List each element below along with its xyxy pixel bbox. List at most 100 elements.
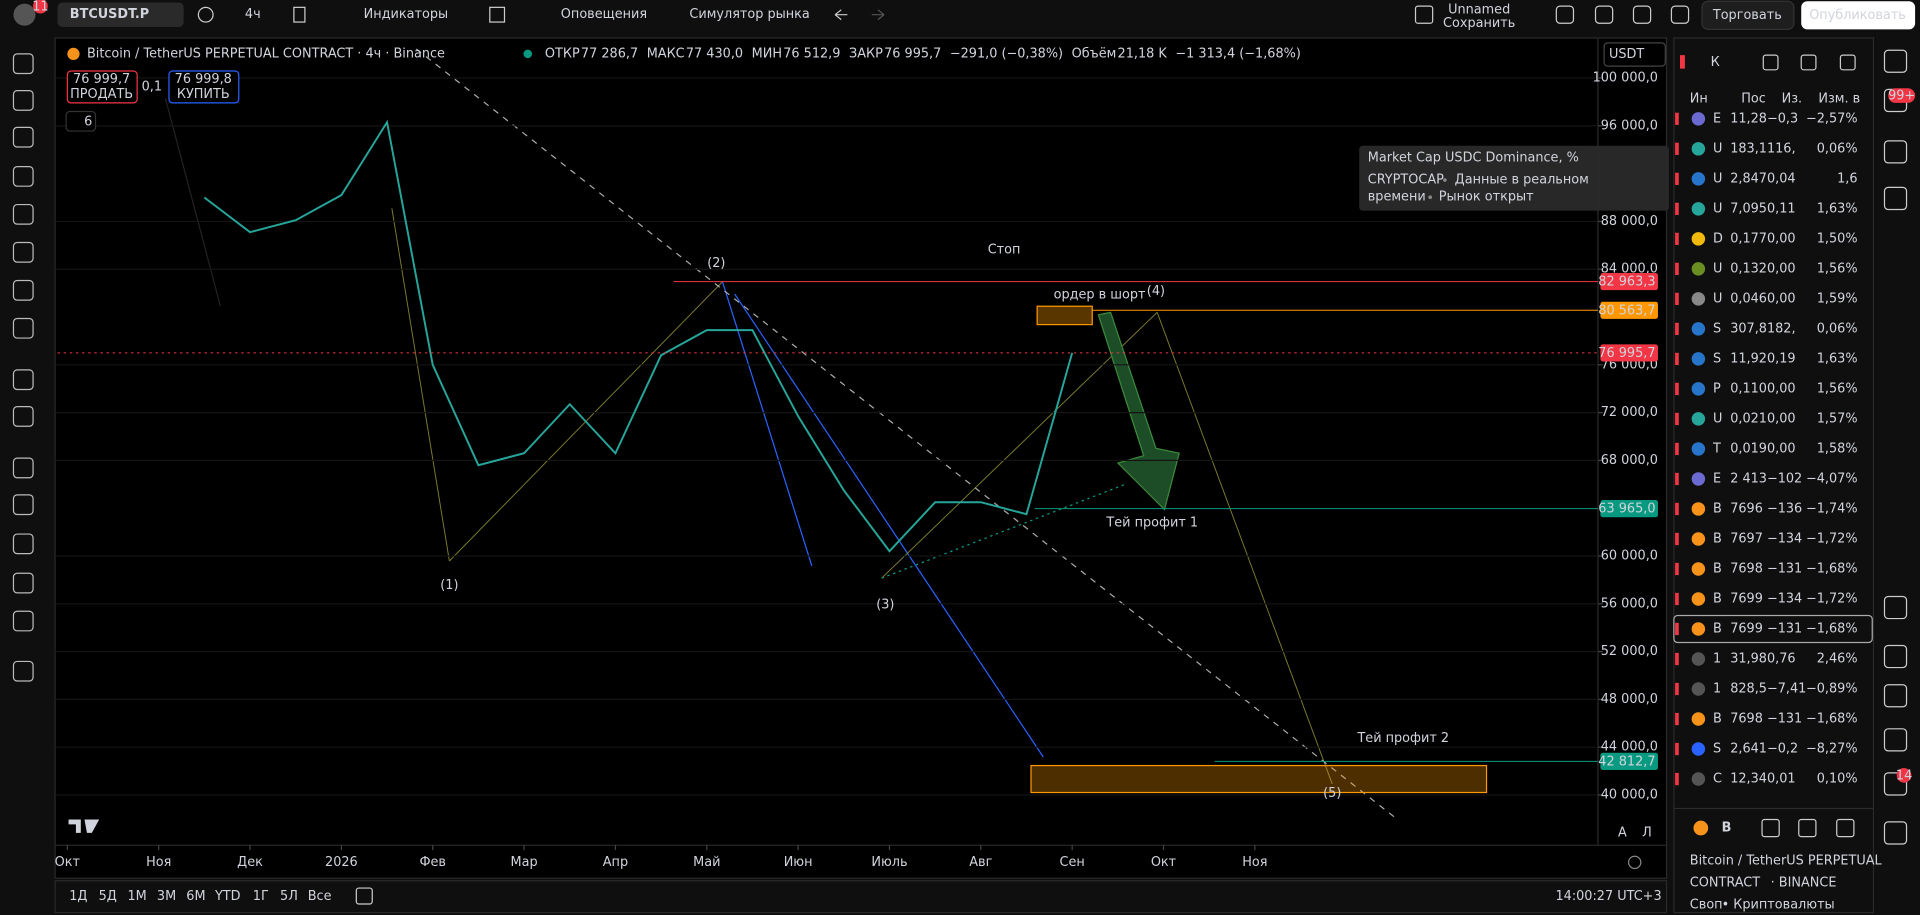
- drawing-tool[interactable]: [12, 53, 34, 75]
- column-header[interactable]: Изм. в: [1818, 92, 1860, 107]
- toolbar-icon[interactable]: [1632, 5, 1652, 24]
- drawing-tool[interactable]: [12, 90, 34, 111]
- column-header[interactable]: Из.: [1782, 92, 1803, 107]
- auto-scale-button[interactable]: А: [1618, 825, 1627, 840]
- watchlist-row[interactable]: B 7698 −131 −1,68%: [1675, 712, 1858, 727]
- watchlist-icon[interactable]: [1762, 54, 1779, 71]
- range-button[interactable]: 6М: [186, 889, 205, 904]
- column-header[interactable]: Ин: [1690, 92, 1708, 107]
- drawing-tool[interactable]: [12, 494, 34, 516]
- drawing-tool[interactable]: [12, 610, 34, 632]
- watchlist-row[interactable]: T 0,019 0,00 1,58%: [1675, 441, 1858, 456]
- drawing-tool[interactable]: [12, 533, 34, 555]
- range-button[interactable]: YTD: [214, 889, 241, 904]
- publish-button-label[interactable]: Опубликовать: [1809, 8, 1906, 23]
- publish-button[interactable]: [1801, 1, 1916, 30]
- drawing-tool[interactable]: [12, 457, 34, 479]
- currency[interactable]: USDT: [1609, 47, 1644, 62]
- drawing-tool[interactable]: [12, 317, 34, 339]
- sell-label[interactable]: ПРОДАТЬ: [70, 87, 133, 102]
- buy-price[interactable]: 76 999,8: [175, 72, 232, 87]
- sidebar-icon[interactable]: [1883, 140, 1908, 164]
- watchlist-row[interactable]: B 7696 −136 −1,74%: [1675, 501, 1858, 516]
- panel-icon[interactable]: [1761, 818, 1780, 838]
- watchlist-row[interactable]: E 11,28 −0,3 −2,57%: [1675, 111, 1858, 126]
- templates-icon[interactable]: [489, 6, 506, 23]
- range-button[interactable]: 1Г: [253, 889, 269, 904]
- interval[interactable]: 4ч: [245, 7, 261, 22]
- sidebar-icon[interactable]: [1883, 644, 1908, 669]
- range-button[interactable]: 1Д: [69, 889, 87, 904]
- watchlist-icon[interactable]: [1839, 54, 1856, 71]
- symbol[interactable]: BTCUSDT.P: [70, 7, 149, 22]
- watchlist-title[interactable]: К: [1711, 55, 1720, 70]
- undo-icon[interactable]: [834, 9, 848, 21]
- watchlist-row[interactable]: U 183,1 116, 0,06%: [1675, 141, 1858, 156]
- drawing-tool[interactable]: [12, 572, 34, 594]
- buy-button[interactable]: [168, 70, 240, 104]
- watchlist-row[interactable]: B 7698 −131 −1,68%: [1675, 561, 1858, 576]
- range-button[interactable]: 5Л: [280, 889, 298, 904]
- layout-name[interactable]: Unnamed: [1448, 2, 1510, 17]
- drawing-tool[interactable]: [12, 406, 34, 427]
- watchlist-row[interactable]: 1 828,5 −7,41 −0,89%: [1675, 682, 1858, 697]
- chart-type-icon[interactable]: [293, 6, 306, 23]
- watchlist-row[interactable]: C 12,34 0,01 0,10%: [1675, 772, 1858, 787]
- watchlist-row[interactable]: E 2 413 −102 −4,07%: [1675, 471, 1858, 486]
- watchlist-row[interactable]: U 7,095 0,11 1,63%: [1675, 201, 1858, 216]
- trade-button[interactable]: [1701, 0, 1795, 31]
- watchlist-row[interactable]: S 307,8 182, 0,06%: [1675, 321, 1858, 336]
- save-link[interactable]: Сохранить: [1443, 16, 1515, 31]
- trade-button-label[interactable]: Торговать: [1712, 8, 1782, 23]
- drawing-tool[interactable]: [12, 369, 34, 391]
- drawing-tool[interactable]: [12, 660, 34, 682]
- watchlist-row[interactable]: D 0,177 0,00 1,50%: [1675, 231, 1858, 246]
- watchlist-row[interactable]: P 0,110 0,00 1,56%: [1675, 381, 1858, 396]
- indicators-toggle[interactable]: [65, 110, 97, 132]
- layout-checkbox[interactable]: [1414, 5, 1434, 24]
- replay-button[interactable]: Симулятор рынка: [689, 7, 809, 22]
- watchlist-icon[interactable]: [1800, 54, 1817, 71]
- sidebar-icon[interactable]: [1883, 821, 1908, 845]
- alerts-button[interactable]: Оповещения: [561, 7, 647, 22]
- buy-label[interactable]: КУПИТЬ: [177, 87, 230, 102]
- column-header[interactable]: Пос: [1741, 92, 1766, 107]
- watchlist-row[interactable]: U 0,132 0,00 1,56%: [1675, 261, 1858, 276]
- sidebar-icon[interactable]: [1883, 186, 1908, 211]
- sidebar-icon[interactable]: [1883, 684, 1908, 708]
- watchlist-row[interactable]: B 7699 −131 −1,68%: [1673, 614, 1873, 644]
- date-range-icon[interactable]: [355, 887, 373, 905]
- panel-icon[interactable]: [1798, 818, 1817, 838]
- indicators-button[interactable]: Индикаторы: [364, 7, 448, 22]
- currency-select[interactable]: [1603, 42, 1666, 67]
- drawing-tool[interactable]: [12, 241, 34, 263]
- drawing-tool[interactable]: [12, 279, 34, 301]
- drawing-tool[interactable]: [12, 165, 34, 187]
- watchlist-row[interactable]: B 7697 −134 −1,72%: [1675, 531, 1858, 546]
- drawing-tool[interactable]: [12, 203, 34, 225]
- watchlist-row[interactable]: S 2,641 −0,2 −8,27%: [1675, 742, 1858, 757]
- compare-icon[interactable]: [197, 6, 214, 23]
- range-button[interactable]: Все: [308, 889, 332, 904]
- avatar[interactable]: [13, 3, 36, 26]
- range-button[interactable]: 5Д: [99, 889, 117, 904]
- watchlist-row[interactable]: U 0,021 0,00 1,57%: [1675, 411, 1858, 426]
- sidebar-icon[interactable]: [1883, 728, 1908, 752]
- watchlist-row[interactable]: 1 31,98 0,76 2,46%: [1675, 651, 1858, 666]
- drawing-tool[interactable]: [12, 126, 34, 148]
- watchlist-row[interactable]: U 2,847 0,04 1,6: [1675, 171, 1858, 186]
- toolbar-icon[interactable]: [1555, 5, 1575, 24]
- sidebar-icon[interactable]: [1883, 772, 1908, 796]
- sidebar-icon[interactable]: [1883, 49, 1908, 73]
- sell-price[interactable]: 76 999,7: [73, 72, 130, 87]
- toolbar-icon[interactable]: [1594, 5, 1614, 24]
- panel-icon[interactable]: [1836, 818, 1855, 838]
- watchlist-row[interactable]: B 7699 −134 −1,72%: [1675, 591, 1858, 606]
- toolbar-icon[interactable]: [1670, 5, 1690, 24]
- range-button[interactable]: 3М: [157, 889, 176, 904]
- settings-icon[interactable]: [1627, 855, 1642, 870]
- range-button[interactable]: 1М: [128, 889, 147, 904]
- watchlist-row[interactable]: S 11,92 0,19 1,63%: [1675, 351, 1858, 366]
- watchlist-row[interactable]: U 0,046 0,00 1,59%: [1675, 291, 1858, 306]
- sell-button[interactable]: [66, 70, 138, 104]
